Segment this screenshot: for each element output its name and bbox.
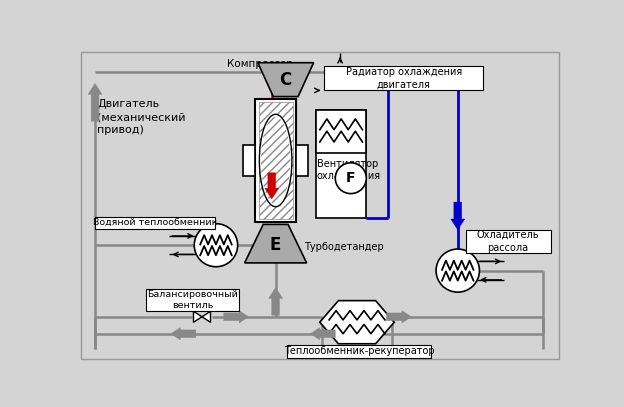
Text: Двигатель
(механический
привод): Двигатель (механический привод) [97, 99, 186, 135]
FancyBboxPatch shape [287, 345, 431, 358]
Polygon shape [202, 311, 210, 322]
FancyBboxPatch shape [296, 145, 308, 176]
Text: Компрессор: Компрессор [227, 59, 293, 69]
FancyBboxPatch shape [95, 217, 215, 229]
Polygon shape [451, 202, 465, 230]
Text: Турбодетандер: Турбодетандер [305, 243, 384, 252]
Text: Охладитель
рассола: Охладитель рассола [477, 230, 539, 252]
FancyBboxPatch shape [316, 110, 366, 218]
Polygon shape [88, 83, 102, 121]
Polygon shape [258, 63, 314, 96]
FancyBboxPatch shape [146, 289, 239, 311]
Circle shape [335, 163, 366, 194]
Polygon shape [245, 224, 306, 263]
Text: E: E [270, 236, 281, 254]
Text: Балансировочный
вентиль: Балансировочный вентиль [147, 290, 238, 310]
Ellipse shape [260, 114, 292, 207]
Polygon shape [171, 328, 196, 340]
Text: Водяной теплообменник: Водяной теплообменник [93, 219, 217, 228]
Polygon shape [269, 287, 283, 315]
Ellipse shape [261, 117, 290, 204]
Text: Теплообменник-рекуператор: Теплообменник-рекуператор [284, 346, 434, 357]
Polygon shape [265, 173, 279, 199]
Text: C: C [280, 71, 292, 89]
FancyBboxPatch shape [243, 145, 255, 176]
FancyBboxPatch shape [81, 52, 558, 359]
FancyBboxPatch shape [258, 102, 293, 219]
FancyBboxPatch shape [316, 110, 366, 153]
FancyBboxPatch shape [324, 66, 484, 90]
FancyBboxPatch shape [255, 99, 296, 222]
Text: F: F [346, 171, 356, 185]
Circle shape [194, 223, 238, 267]
Text: Радиатор охлаждения
двигателя: Радиатор охлаждения двигателя [346, 67, 462, 89]
FancyBboxPatch shape [466, 230, 551, 253]
Text: Вентилятор
охлаждения: Вентилятор охлаждения [317, 159, 381, 181]
Polygon shape [319, 301, 394, 344]
Polygon shape [193, 311, 202, 322]
Polygon shape [311, 328, 335, 340]
Polygon shape [223, 311, 248, 323]
Polygon shape [386, 311, 411, 323]
Circle shape [436, 249, 479, 292]
